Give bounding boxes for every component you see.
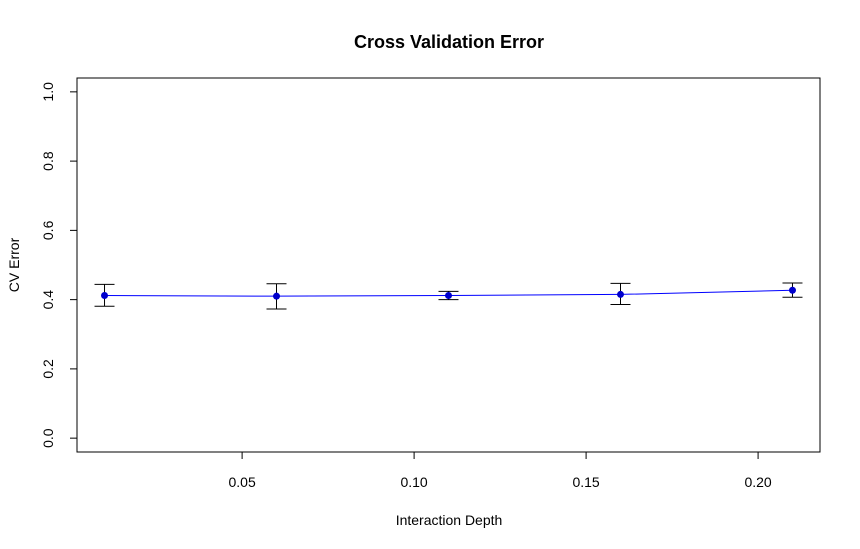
y-tick-label: 0.6: [40, 220, 56, 240]
x-axis: 0.05 0.10 0.15 0.20: [228, 451, 772, 490]
data-point: [445, 291, 452, 299]
data-point: [273, 292, 281, 300]
x-axis-label: Interaction Depth: [396, 512, 503, 528]
x-tick-label: 0.10: [400, 474, 427, 490]
y-tick-label: 0.4: [40, 290, 56, 310]
data-point: [101, 291, 109, 299]
y-tick-label: 0.0: [40, 428, 56, 448]
plot-area-frame: [76, 77, 821, 453]
y-axis-label: CV Error: [6, 237, 22, 292]
x-tick-label: 0.15: [572, 474, 599, 490]
y-tick-label: 0.8: [40, 151, 56, 171]
data-point: [788, 286, 796, 294]
y-axis: 0.0 0.2 0.4 0.6 0.8 1.0: [40, 82, 78, 448]
x-tick-label: 0.05: [228, 474, 255, 490]
series-layer: [94, 282, 803, 310]
y-tick-label: 1.0: [40, 82, 56, 102]
chart-title: Cross Validation Error: [354, 32, 544, 52]
data-point: [616, 290, 624, 298]
y-tick-label: 0.2: [40, 359, 56, 379]
x-tick-label: 0.20: [744, 474, 771, 490]
